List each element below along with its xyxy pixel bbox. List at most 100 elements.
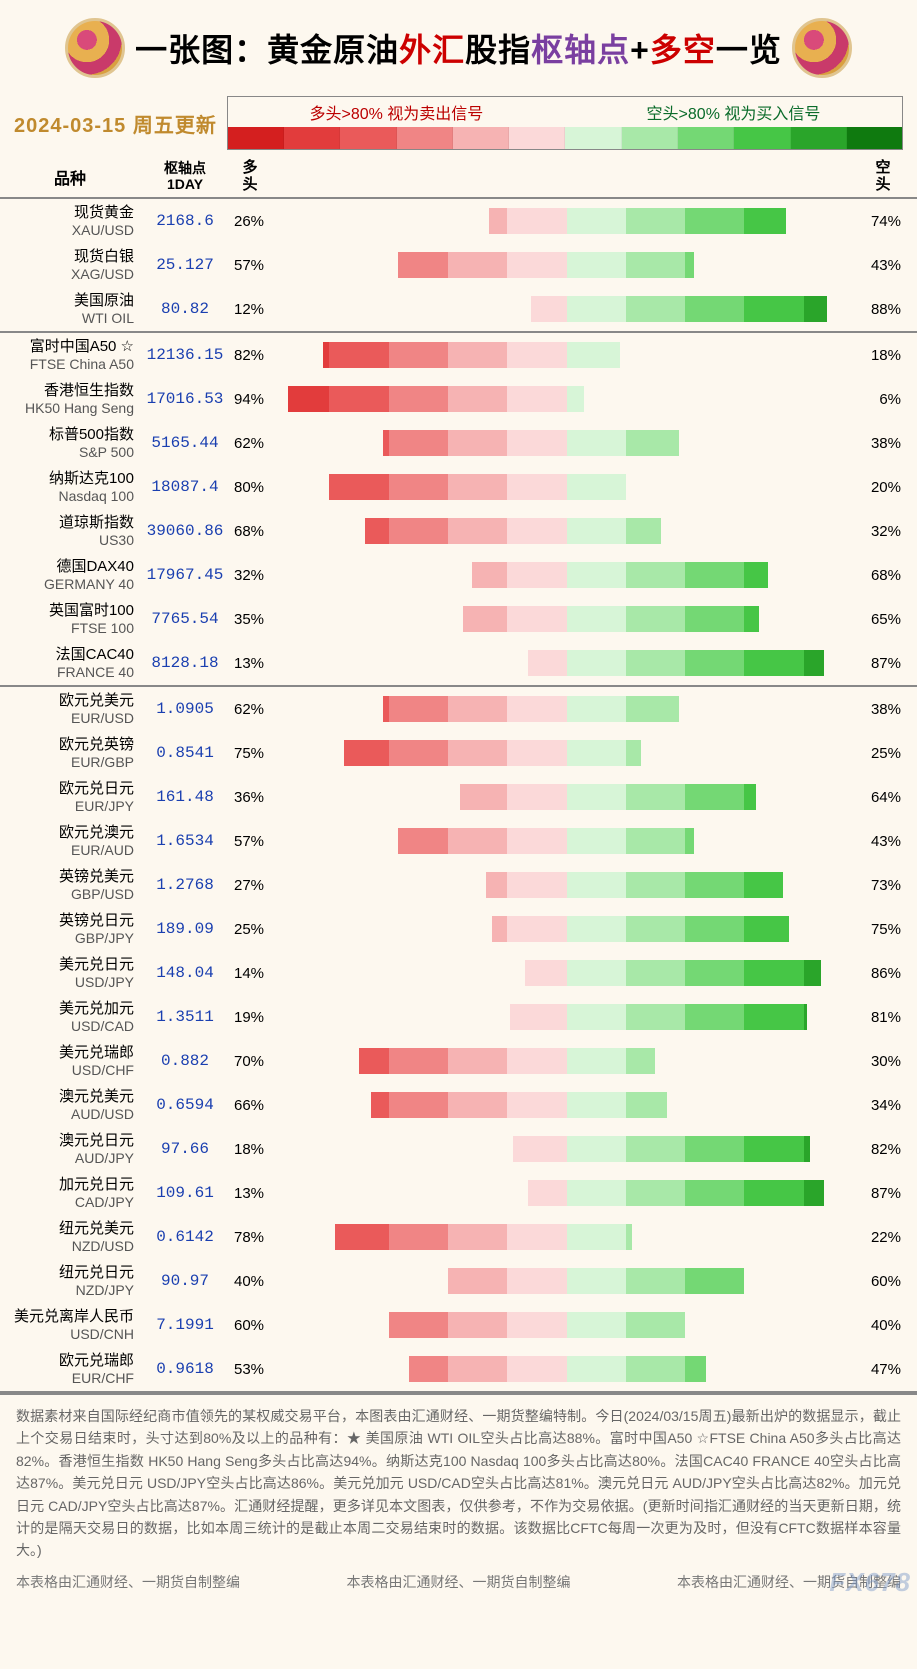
instrument-name: 纽元兑日元NZD/JPY: [0, 1264, 140, 1299]
title-part-7: 一览: [716, 32, 782, 68]
sentiment-bar: [270, 696, 863, 722]
pivot-value: 17016.53: [140, 390, 230, 408]
bull-pct: 75%: [230, 745, 270, 762]
data-row: 法国CAC40FRANCE 408128.1813%87%: [0, 641, 917, 685]
pivot-value: 1.0905: [140, 700, 230, 718]
bear-pct: 68%: [863, 567, 903, 584]
sentiment-bar: [270, 1224, 863, 1250]
bear-pct: 74%: [863, 213, 903, 230]
sentiment-bar: [270, 1180, 863, 1206]
instrument-name: 欧元兑瑞郎EUR/CHF: [0, 1352, 140, 1387]
instrument-name: 标普500指数S&P 500: [0, 426, 140, 461]
bear-pct: 75%: [863, 921, 903, 938]
bear-pct: 38%: [863, 701, 903, 718]
title-part-1: 一张图：黄金原油: [135, 32, 399, 68]
bear-pct: 81%: [863, 1009, 903, 1026]
sentiment-bar: [270, 518, 863, 544]
instrument-name: 欧元兑日元EUR/JPY: [0, 780, 140, 815]
title-part-4: 枢轴点: [531, 32, 630, 68]
watermark: FX678: [829, 1567, 911, 1598]
sentiment-bar: [270, 916, 863, 942]
instrument-name: 富时中国A50 ☆FTSE China A50: [0, 338, 140, 373]
bull-pct: 12%: [230, 301, 270, 318]
data-row: 英国富时100FTSE 1007765.5435%65%: [0, 597, 917, 641]
sentiment-bar: [270, 784, 863, 810]
bear-pct: 82%: [863, 1141, 903, 1158]
data-row: 现货黄金XAU/USD2168.626%74%: [0, 199, 917, 243]
data-row: 纽元兑美元NZD/USD0.614278%22%: [0, 1215, 917, 1259]
sentiment-bar: [270, 650, 863, 676]
instrument-name: 美国原油WTI OIL: [0, 292, 140, 327]
bull-pct: 32%: [230, 567, 270, 584]
data-row: 欧元兑澳元EUR/AUD1.653457% 43%: [0, 819, 917, 863]
bull-pct: 14%: [230, 965, 270, 982]
bull-pct: 40%: [230, 1273, 270, 1290]
sentiment-bar: [270, 740, 863, 766]
bear-pct: 6%: [863, 391, 903, 408]
data-row: 欧元兑瑞郎EUR/CHF0.961853%47%: [0, 1347, 917, 1391]
pivot-value: 80.82: [140, 300, 230, 318]
pivot-value: 1.6534: [140, 832, 230, 850]
bear-pct: 43%: [863, 833, 903, 850]
pivot-value: 7.1991: [140, 1316, 230, 1334]
bear-pct: 38%: [863, 435, 903, 452]
sentiment-bar: [270, 386, 863, 412]
bear-pct: 34%: [863, 1097, 903, 1114]
pivot-value: 97.66: [140, 1140, 230, 1158]
bull-pct: 35%: [230, 611, 270, 628]
data-row: 美元兑加元USD/CAD1.351119%81%: [0, 995, 917, 1039]
pivot-value: 0.8541: [140, 744, 230, 762]
data-row: 英镑兑日元GBP/JPY189.0925%75%: [0, 907, 917, 951]
update-date: 2024-03-15 周五更新: [14, 109, 217, 138]
pivot-value: 12136.15: [140, 346, 230, 364]
sentiment-bar: [270, 1268, 863, 1294]
bull-pct: 57%: [230, 833, 270, 850]
data-row: 加元兑日元CAD/JPY109.6113%87%: [0, 1171, 917, 1215]
main-title: 一张图：黄金原油外汇股指枢轴点+多空一览: [135, 25, 782, 71]
credits-row: 本表格由汇通财经、一期货自制整编 本表格由汇通财经、一期货自制整编 本表格由汇通…: [0, 1568, 917, 1602]
bear-pct: 64%: [863, 789, 903, 806]
pivot-value: 189.09: [140, 920, 230, 938]
sentiment-bar: [270, 1136, 863, 1162]
sentiment-bar: [270, 342, 863, 368]
data-row: 美国原油WTI OIL80.8212% 88%: [0, 287, 917, 331]
bear-pct: 88%: [863, 301, 903, 318]
data-rows: 现货黄金XAU/USD2168.626%74%现货白银XAG/USD25.127…: [0, 199, 917, 1393]
sentiment-bar: [270, 430, 863, 456]
instrument-name: 欧元兑澳元EUR/AUD: [0, 824, 140, 859]
bull-pct: 66%: [230, 1097, 270, 1114]
instrument-name: 纳斯达克100Nasdaq 100: [0, 470, 140, 505]
legend-text: 多头>80% 视为卖出信号 空头>80% 视为买入信号: [228, 97, 902, 127]
row-group: 欧元兑美元EUR/USD1.090562%38%欧元兑英镑EUR/GBP0.85…: [0, 687, 917, 1393]
instrument-name: 现货白银XAG/USD: [0, 248, 140, 283]
instrument-name: 英镑兑美元GBP/USD: [0, 868, 140, 903]
pivot-value: 161.48: [140, 788, 230, 806]
pivot-value: 0.882: [140, 1052, 230, 1070]
bear-pct: 25%: [863, 745, 903, 762]
bear-pct: 32%: [863, 523, 903, 540]
instrument-name: 美元兑瑞郎USD/CHF: [0, 1044, 140, 1079]
data-row: 纳斯达克100Nasdaq 10018087.480%20%: [0, 465, 917, 509]
instrument-name: 澳元兑美元AUD/USD: [0, 1088, 140, 1123]
sentiment-bar: [270, 1312, 863, 1338]
data-row: 欧元兑英镑EUR/GBP0.854175% 25%: [0, 731, 917, 775]
bear-pct: 18%: [863, 347, 903, 364]
column-header: 品种 枢轴点1DAY 多头 空头: [0, 156, 917, 199]
bull-pct: 13%: [230, 1185, 270, 1202]
pivot-value: 90.97: [140, 1272, 230, 1290]
instrument-name: 欧元兑美元EUR/USD: [0, 692, 140, 727]
pivot-value: 1.3511: [140, 1008, 230, 1026]
data-row: 现货白银XAG/USD25.12757%43%: [0, 243, 917, 287]
bull-pct: 27%: [230, 877, 270, 894]
title-part-5: +: [630, 32, 650, 68]
instrument-name: 香港恒生指数HK50 Hang Seng: [0, 382, 140, 417]
bear-pct: 87%: [863, 1185, 903, 1202]
bear-pct: 43%: [863, 257, 903, 274]
bear-pct: 20%: [863, 479, 903, 496]
bull-pct: 57%: [230, 257, 270, 274]
credit-1: 本表格由汇通财经、一期货自制整编: [16, 1572, 240, 1592]
instrument-name: 欧元兑英镑EUR/GBP: [0, 736, 140, 771]
footer-note: 数据素材来自国际经纪商市值领先的某权威交易平台，本图表由汇通财经、一期货整编特制…: [0, 1393, 917, 1568]
pivot-value: 18087.4: [140, 478, 230, 496]
legend-color-scale: [228, 127, 902, 149]
